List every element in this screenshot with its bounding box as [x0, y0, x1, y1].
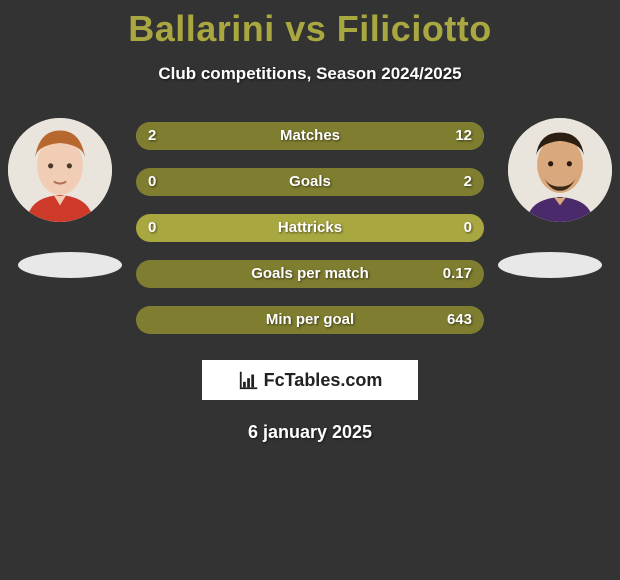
snapshot-date: 6 january 2025 — [0, 422, 620, 443]
stat-row: 0Hattricks0 — [136, 214, 484, 242]
player-left-team-badge — [18, 252, 122, 278]
stat-value-right: 0 — [464, 214, 472, 242]
stat-row: Min per goal643 — [136, 306, 484, 334]
player-left-avatar — [8, 118, 112, 222]
stat-label: Goals per match — [136, 260, 484, 288]
brand-text: FcTables.com — [264, 370, 383, 391]
bar-chart-icon — [238, 369, 260, 391]
stat-label: Min per goal — [136, 306, 484, 334]
stat-value-right: 0.17 — [443, 260, 472, 288]
player-right-team-badge — [498, 252, 602, 278]
stat-value-right: 2 — [464, 168, 472, 196]
stat-row: Goals per match0.17 — [136, 260, 484, 288]
stat-label: Matches — [136, 122, 484, 150]
comparison-body: 2Matches120Goals20Hattricks0Goals per ma… — [0, 118, 620, 334]
stats-container: 2Matches120Goals20Hattricks0Goals per ma… — [136, 118, 484, 334]
stat-label: Goals — [136, 168, 484, 196]
brand-logo: FcTables.com — [202, 360, 418, 400]
stat-row: 2Matches12 — [136, 122, 484, 150]
comparison-title: Ballarini vs Filiciotto — [0, 0, 620, 50]
stat-label: Hattricks — [136, 214, 484, 242]
stat-row: 0Goals2 — [136, 168, 484, 196]
comparison-subtitle: Club competitions, Season 2024/2025 — [0, 64, 620, 84]
stat-value-right: 12 — [455, 122, 472, 150]
stat-value-right: 643 — [447, 306, 472, 334]
player-right-avatar — [508, 118, 612, 222]
